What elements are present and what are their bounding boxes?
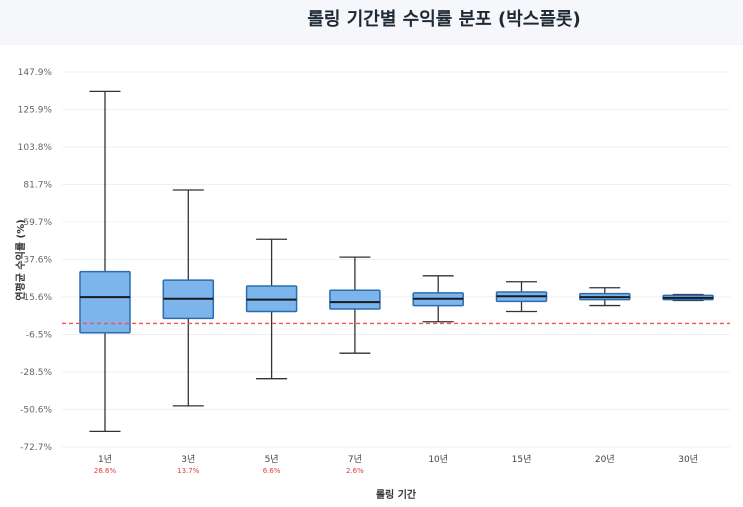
x-tick-label: 15년 [512, 454, 532, 465]
negative-probability-label: 2.6% [346, 467, 364, 475]
y-axis: 147.9% 125.9% 103.8% 81.7% 59.7% 37.6% 15.6% -6… [18, 68, 53, 453]
y-tick-label: 81.7% [23, 181, 52, 191]
y-tick-label: -6.5% [26, 330, 53, 340]
y-tick-label: 147.9% [18, 68, 53, 78]
box-3년 [162, 189, 215, 407]
x-tick-label: 20년 [595, 454, 615, 465]
box-5년 [245, 238, 298, 380]
x-tick-label: 10년 [428, 454, 448, 465]
box-7년 [329, 256, 381, 354]
negative-probability-label: 26.6% [94, 467, 117, 475]
x-axis-label: 롤링 기간 [376, 488, 417, 501]
negative-probability-label: 13.7% [177, 467, 200, 475]
grid-lines [62, 71, 730, 448]
box-30년 [662, 293, 714, 302]
header-bar: 롤링 기간별 수익률 분포 (박스플롯) [0, 0, 743, 45]
y-tick-label: -28.5% [20, 368, 52, 378]
x-tick-label: 7년 [348, 454, 362, 465]
iqr-box [79, 270, 131, 334]
y-tick-label: -50.6% [20, 405, 52, 415]
chart-title: 롤링 기간별 수익률 분포 (박스플롯) [307, 9, 581, 30]
y-tick-label: 15.6% [23, 293, 52, 303]
x-tick-label: 1년 [98, 454, 112, 465]
x-tick-label: 3년 [181, 454, 195, 465]
x-tick-label: 30년 [678, 454, 698, 465]
y-tick-label: 37.6% [23, 256, 52, 266]
x-axis: 1년 26.6% 3년 13.7% 5년 6.6% 7년 2.6% 10년 15년 20년 30년 [94, 454, 698, 475]
box-15년 [495, 281, 548, 313]
negative-probability-label: 6.6% [263, 467, 281, 475]
y-tick-label: 59.7% [23, 218, 52, 228]
y-tick-label: 125.9% [18, 105, 53, 115]
iqr-box [329, 289, 381, 310]
y-tick-label: -72.7% [20, 443, 52, 453]
box-series [79, 90, 714, 433]
x-tick-label: 5년 [265, 454, 279, 465]
box-20년 [579, 287, 631, 307]
y-axis-label: 연평균 수익률 (%) [14, 219, 27, 300]
box-1년 [79, 90, 131, 433]
box-10년 [412, 275, 464, 323]
y-tick-label: 103.8% [18, 143, 53, 153]
